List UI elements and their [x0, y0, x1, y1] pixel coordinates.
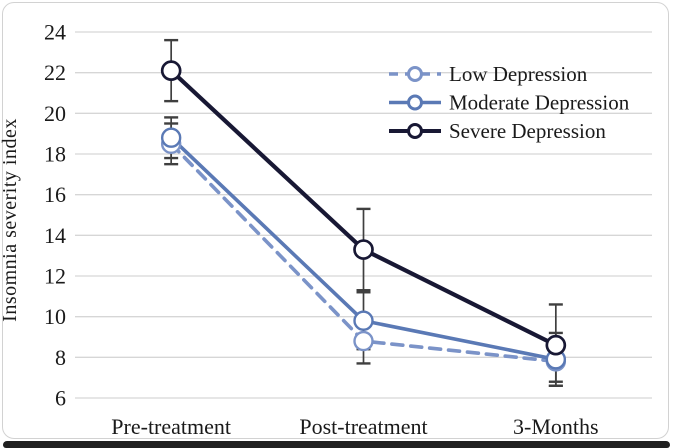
legend-swatch-marker-low-depression — [407, 66, 423, 82]
x-category-label: Pre-treatment — [111, 414, 231, 439]
y-tick-label: 16 — [44, 182, 66, 207]
legend-label-severe-depression: Severe Depression — [449, 119, 606, 143]
legend-swatch-marker-severe-depression — [407, 123, 423, 139]
legend-label-moderate-depression: Moderate Depression — [449, 91, 630, 115]
x-category-label: Post-treatment — [299, 414, 427, 439]
data-point-marker-low-depression — [353, 330, 374, 352]
y-tick-label: 20 — [44, 101, 66, 126]
data-point-marker-severe-depression — [545, 334, 567, 356]
y-axis-title: Insomnia severity index — [0, 118, 21, 322]
data-point-marker-moderate-depression — [353, 310, 374, 331]
y-tick-label: 6 — [55, 386, 66, 411]
data-point-marker-moderate-depression — [160, 127, 182, 148]
y-tick-label: 14 — [44, 223, 66, 248]
y-tick-label: 24 — [44, 20, 66, 45]
y-tick-label: 22 — [44, 60, 66, 85]
y-tick-label: 10 — [44, 304, 66, 329]
y-tick-label: 12 — [44, 264, 66, 289]
data-point-marker-severe-depression — [160, 60, 182, 81]
page-edge-shadow — [3, 441, 670, 448]
data-point-marker-severe-depression — [353, 239, 374, 260]
y-tick-label: 8 — [55, 345, 66, 370]
legend-swatch-marker-moderate-depression — [407, 94, 423, 111]
y-tick-label: 18 — [44, 142, 66, 167]
x-category-label: 3-Months — [513, 414, 599, 439]
legend-label-low-depression: Low Depression — [449, 62, 588, 86]
